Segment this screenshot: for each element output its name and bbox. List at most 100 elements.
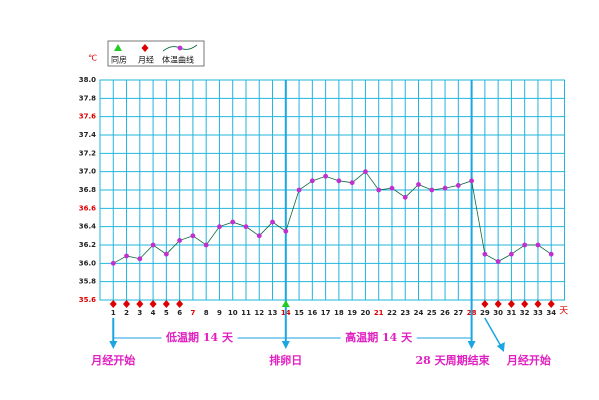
x-tick-label: 18 [334, 309, 344, 317]
temperature-dot [376, 187, 382, 193]
x-tick-label: 10 [228, 309, 238, 317]
x-tick-label: 12 [254, 309, 264, 317]
x-tick-label: 32 [520, 309, 530, 317]
legend-symbol [177, 45, 183, 51]
temperature-dot [137, 256, 143, 262]
temperature-dot [217, 224, 222, 230]
event-marker [507, 300, 515, 308]
temperature-dot [323, 173, 329, 179]
temperature-dot [495, 259, 501, 264]
x-tick-label: 2 [124, 309, 129, 317]
x-tick-label: 13 [268, 309, 278, 317]
event-marker [109, 300, 117, 308]
event-marker [494, 300, 502, 308]
x-tick-label: 6 [177, 309, 182, 317]
event-marker [149, 300, 157, 308]
temperature-dot [150, 242, 156, 248]
x-tick-label: 23 [400, 309, 410, 317]
temperature-dot [416, 182, 421, 187]
event-marker [534, 300, 542, 308]
temperature-dot [283, 228, 289, 234]
x-tick-label: 24 [414, 309, 424, 317]
temperature-dot [203, 242, 209, 248]
temperature-dot [429, 187, 435, 193]
arrow-head [281, 341, 290, 349]
temperature-dot [243, 224, 249, 230]
span-label: 高温期 14 天 [345, 330, 413, 344]
temperature-dot [190, 233, 196, 239]
temperature-dot [309, 178, 315, 184]
legend-label: 体温曲线 [162, 55, 194, 65]
temperature-dot [124, 253, 129, 259]
x-tick-label: 9 [217, 309, 222, 317]
legend-box [107, 40, 205, 67]
arrow-head [109, 341, 118, 349]
annotation-label: 月经开始 [506, 353, 551, 367]
x-tick-label: 25 [427, 309, 437, 317]
x-tick-label: 21 [374, 309, 384, 317]
x-unit-label: 天 [559, 307, 568, 317]
y-tick-label: 36.2 [79, 241, 96, 249]
temperature-dot [509, 251, 514, 257]
temperature-dot [442, 185, 448, 191]
span-label: 低温期 14 天 [165, 330, 234, 344]
temperature-dot [535, 242, 541, 248]
temperature-dot [177, 238, 183, 243]
temperature-dot [482, 251, 488, 257]
x-tick-label: 3 [137, 309, 142, 317]
temperature-dot [548, 251, 554, 257]
temperature-dot [349, 180, 355, 186]
temperature-dot [336, 178, 342, 184]
temperature-dot [256, 233, 262, 239]
temperature-dot [163, 251, 169, 257]
temperature-dot [389, 185, 395, 191]
arrow-line [484, 317, 502, 347]
temperature-dot [455, 183, 461, 188]
temperature-dot [230, 219, 236, 225]
y-tick-label: 37.6 [79, 113, 96, 121]
x-tick-label: 34 [546, 309, 556, 317]
temperature-dot [110, 260, 116, 266]
span-label-bg [161, 331, 238, 345]
y-tick-label: 36.0 [79, 259, 96, 267]
x-tick-label: 26 [440, 309, 450, 317]
event-marker [547, 300, 555, 308]
x-tick-label: 7 [190, 309, 195, 317]
temperature-line [113, 171, 552, 264]
temperature-dot [296, 187, 302, 193]
y-tick-label: 38.0 [79, 76, 96, 84]
temperature-dot [522, 242, 528, 248]
arrow-head [467, 341, 476, 349]
x-tick-label: 8 [204, 309, 209, 317]
x-tick-label: 22 [387, 309, 397, 317]
event-marker [162, 300, 170, 308]
x-tick-label: 15 [294, 309, 304, 317]
span-label-bg [340, 331, 417, 345]
y-tick-label: 35.6 [79, 296, 96, 304]
annotation-label: 月经开始 [90, 353, 135, 367]
x-tick-label: 16 [307, 309, 317, 317]
y-tick-label: 36.6 [79, 204, 96, 212]
temperature-dot [270, 219, 275, 225]
x-tick-label: 33 [533, 309, 543, 317]
x-tick-label: 30 [493, 309, 503, 317]
annotation-label: 28 天周期结束 [415, 353, 490, 367]
unit-label: ℃ [88, 54, 97, 63]
event-marker [176, 300, 184, 308]
legend-label: 月经 [138, 55, 154, 65]
y-tick-label: 37.4 [79, 131, 96, 139]
y-tick-label: 35.8 [79, 278, 96, 286]
y-tick-label: 37.0 [79, 168, 96, 176]
y-tick-label: 37.2 [79, 149, 96, 157]
arrow-head [496, 342, 505, 352]
x-tick-label: 4 [151, 309, 156, 317]
x-tick-label: 11 [241, 309, 251, 317]
x-tick-label: 17 [321, 309, 331, 317]
x-tick-label: 20 [361, 309, 371, 317]
y-tick-label: 36.8 [79, 186, 96, 194]
x-tick-label: 27 [453, 309, 463, 317]
x-tick-label: 31 [507, 309, 517, 317]
x-tick-label: 1 [111, 309, 116, 317]
legend-symbol [114, 44, 122, 51]
event-marker [281, 300, 290, 307]
